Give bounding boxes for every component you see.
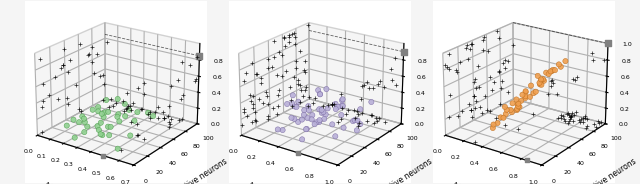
Y-axis label: % Active neurons: % Active neurons [169,157,229,184]
X-axis label: Accuracy: Accuracy [246,181,283,184]
X-axis label: Accuracy: Accuracy [43,181,79,184]
X-axis label: Accuracy: Accuracy [451,181,486,184]
Y-axis label: % Active neurons: % Active neurons [577,157,637,184]
Y-axis label: % Active neurons: % Active neurons [372,157,433,184]
